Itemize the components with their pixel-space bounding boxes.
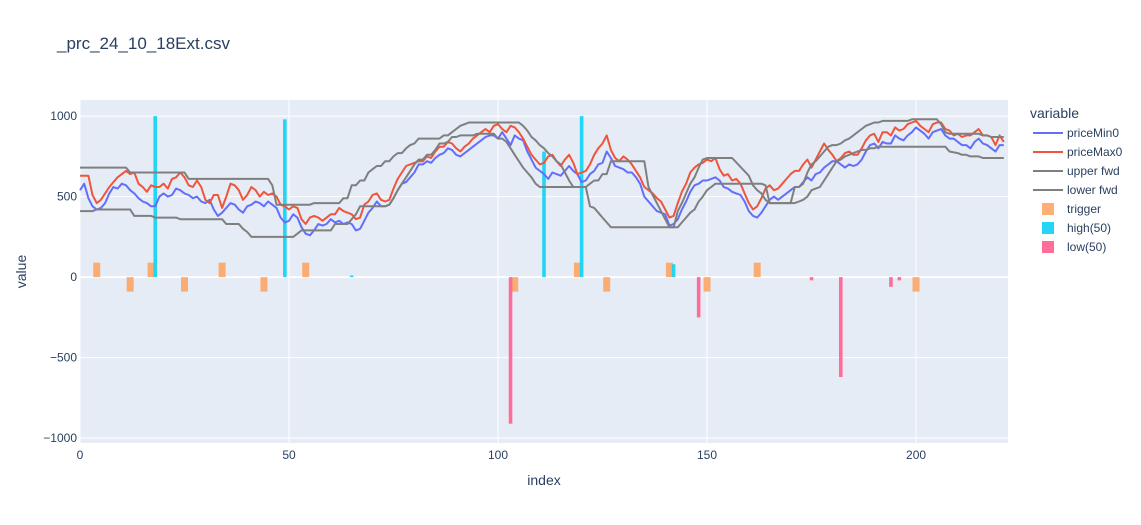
series-line-upper-fwd [80,118,1004,229]
bar-trigger [93,262,101,278]
bar-trigger [126,277,134,292]
x-tick-label: 50 [282,448,296,462]
bar-high-50- [349,275,354,278]
legend-label: lower fwd [1067,183,1118,197]
y-tick-label: −500 [50,351,77,365]
chart-title: _prc_24_10_18Ext.csv [57,34,230,53]
bar-high-50- [283,119,287,278]
bar-high-50- [579,116,584,278]
legend-label: upper fwd [1067,164,1120,178]
legend-item: priceMax0 [1033,145,1123,159]
bar-trigger [260,277,268,292]
y-tick-label: 1000 [50,109,77,123]
series-line-lower-fwd [80,132,1004,238]
bar-trigger [753,262,761,278]
legend-swatch [1042,222,1054,234]
bar-low-50- [897,277,902,281]
y-axis-title: value [13,255,29,289]
bar-low-50- [889,277,893,287]
bar-low-50- [696,277,701,318]
series-line-pricemax0 [80,119,1005,225]
legend-item: high(50) [1042,221,1111,235]
bar-trigger [511,277,519,292]
bar-trigger [147,262,155,278]
legend-swatch [1042,203,1054,215]
legend-item: upper fwd [1033,164,1120,178]
x-tick-label: 0 [77,448,84,462]
legend-item: low(50) [1042,240,1106,254]
bar-trigger [573,262,581,278]
legend-title: variable [1030,105,1079,121]
legend-label: low(50) [1067,240,1106,254]
bar-trigger [218,262,226,278]
legend-label: trigger [1067,202,1101,216]
bar-trigger [603,277,611,292]
bar-low-50- [508,277,513,424]
bar-trigger [302,262,310,278]
bar-high-50- [671,264,676,278]
legend-swatch [1042,241,1054,253]
y-tick-label: −1000 [43,431,77,445]
x-tick-label: 200 [906,448,926,462]
bar-low-50- [838,277,843,377]
bar-high-50- [542,151,546,278]
legend-item: lower fwd [1033,183,1118,197]
bar-trigger [912,277,920,292]
x-axis-title: index [527,472,560,488]
legend-label: high(50) [1067,221,1111,235]
x-tick-label: 100 [488,448,508,462]
x-tick-label: 150 [697,448,717,462]
bar-trigger [181,277,189,292]
bar-low-50- [809,277,814,281]
legend-label: priceMin0 [1067,126,1119,140]
series-line-pricemin0 [79,126,1004,237]
legend-item: trigger [1042,202,1101,216]
bar-high-50- [153,116,158,278]
bar-trigger [703,277,711,292]
y-tick-label: 500 [57,190,77,204]
y-tick-label: 0 [70,270,77,284]
bar-trigger [665,262,673,278]
legend-label: priceMax0 [1067,145,1123,159]
legend-item: priceMin0 [1033,126,1119,140]
